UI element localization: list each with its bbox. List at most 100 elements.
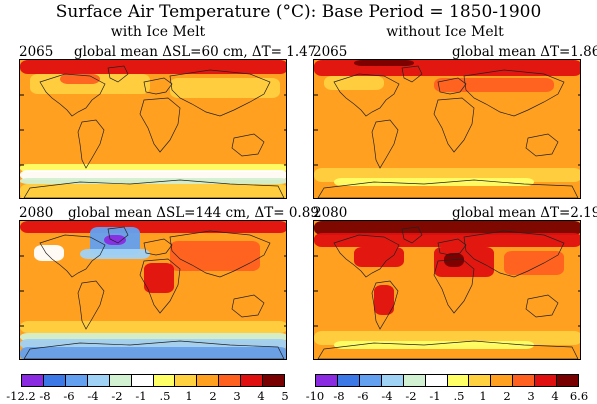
coastline [39,73,106,117]
temperature-region [354,247,404,267]
coastline [23,340,285,359]
colorbar-swatch [337,375,360,386]
temperature-map [20,60,286,198]
temperature-region [314,186,580,198]
colorbar-swatch [87,375,110,386]
colorbar-swatch [43,375,66,386]
colorbar-tick-label: 6.6 [569,389,589,403]
temperature-region [80,249,150,259]
map-panel-no-melt-2080 [313,220,581,360]
temperature-region [434,247,494,277]
coastline [231,294,265,318]
temperature-region [20,170,286,180]
panel-caption-bl: global mean ΔSL=144 cm, ΔT= 0.89 [68,205,319,221]
colorbar-right [315,374,579,387]
colorbar-swatch [381,375,404,386]
coastline [525,133,559,157]
coastline [371,280,399,330]
colorbar-swatch [131,375,154,386]
coastline [77,119,105,169]
colorbar-swatch [175,375,198,386]
colorbar-tick-label: -10 [305,389,325,403]
coastline [333,73,400,117]
colorbar-swatch [109,375,132,386]
temperature-region [20,321,286,333]
coastline [139,258,181,314]
panel-caption-br: global mean ΔT=2.19 [452,205,597,221]
panel-year-tr: 2065 [313,44,348,60]
colorbar-tick-label: 2 [503,389,511,403]
coastline [317,179,579,198]
coastline [433,97,475,153]
temperature-region [334,341,534,349]
colorbar-tick-label: -1 [429,389,441,403]
colorbar-swatch [263,375,285,386]
temperature-region [20,178,286,184]
coastline [143,238,173,256]
colorbar-swatch [316,375,338,386]
column-title-right: without Ice Melt [386,24,504,40]
colorbar-right-ticks: -10 -8 -6 -4 -2 -1 .5 1 2 3 4 6.6 [306,389,588,403]
colorbar-tick-label: -4 [381,389,393,403]
temperature-map [20,221,286,359]
coastline [401,65,423,83]
temperature-region [20,347,286,359]
coastline [107,65,129,83]
coastline [525,294,559,318]
colorbar-swatch [491,375,514,386]
figure-title: Surface Air Temperature (°C): Base Perio… [55,2,542,22]
column-title-left: with Ice Melt [110,24,206,40]
colorbar-tick-label: 5 [281,389,289,403]
coastline [231,133,265,157]
temperature-region [170,241,260,271]
temperature-region [354,60,414,66]
coastline [39,234,106,278]
colorbar-tick-label: .5 [159,389,171,403]
temperature-region [504,251,564,275]
temperature-region [20,184,286,198]
temperature-region [20,221,286,233]
temperature-region [314,221,580,235]
colorbar-tick-label: -6 [63,389,75,403]
colorbar-tick-label: -4 [87,389,99,403]
coastline [139,97,181,153]
colorbar-left [21,374,285,387]
colorbar-tick-label: -2 [111,389,123,403]
colorbar-swatch [197,375,220,386]
map-panel-with-melt-2065 [19,59,287,199]
colorbar-swatch [447,375,470,386]
colorbar-swatch [359,375,382,386]
temperature-region [34,245,64,261]
panel-caption-tl: global mean ΔSL=60 cm, ΔT= 1.47 [74,44,317,60]
colorbar-tick-label: -8 [333,389,345,403]
colorbar-swatch [425,375,448,386]
colorbar-swatch [535,375,558,386]
coastline [169,230,271,278]
colorbar-tick-label: -8 [39,389,51,403]
colorbar-swatch [153,375,176,386]
colorbar-tick-label: 2 [209,389,217,403]
panel-caption-tr: global mean ΔT=1.86 [452,44,597,60]
temperature-region [20,164,286,172]
colorbar-tick-label: .5 [453,389,465,403]
coastline [169,69,271,117]
colorbar-tick-label: 1 [479,389,487,403]
colorbar-swatch [65,375,88,386]
colorbar-tick-label: -12.2 [6,389,36,403]
map-panel-with-melt-2080 [19,220,287,360]
coastline [401,226,423,244]
coastline [317,340,579,359]
temperature-region [334,178,534,186]
colorbar-tick-label: 4 [257,389,265,403]
colorbar-tick-label: 1 [185,389,193,403]
coastline [143,77,173,95]
temperature-map [314,221,580,359]
temperature-region [434,78,554,92]
temperature-region [104,235,126,245]
colorbar-left-ticks: -12.2 -8 -6 -4 -2 -1 .5 1 2 3 4 5 [6,389,289,403]
temperature-region [20,60,286,74]
temperature-region [20,333,286,341]
colorbar-swatch [22,375,44,386]
colorbar-tick-label: 4 [551,389,559,403]
coastline [371,119,399,169]
